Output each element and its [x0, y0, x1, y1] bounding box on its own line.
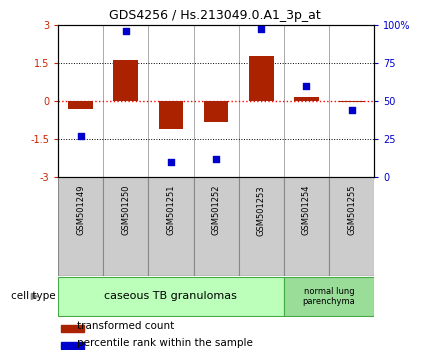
- Point: [258, 27, 265, 32]
- Point: [212, 156, 219, 161]
- Text: transformed count: transformed count: [77, 321, 174, 331]
- Bar: [294, 97, 319, 101]
- Point: [303, 83, 310, 88]
- Bar: [114, 60, 138, 101]
- FancyBboxPatch shape: [103, 177, 148, 276]
- FancyBboxPatch shape: [148, 177, 194, 276]
- Bar: [58, 277, 284, 316]
- FancyBboxPatch shape: [194, 177, 239, 276]
- Bar: [339, 101, 364, 102]
- Point: [168, 159, 175, 165]
- Text: GSM501251: GSM501251: [166, 185, 175, 235]
- Text: cell type: cell type: [11, 291, 55, 302]
- Bar: [249, 57, 273, 101]
- FancyBboxPatch shape: [284, 177, 329, 276]
- Text: GSM501249: GSM501249: [76, 185, 85, 235]
- Bar: [284, 277, 374, 316]
- Point: [122, 28, 129, 34]
- FancyBboxPatch shape: [58, 177, 103, 276]
- Bar: [68, 101, 93, 108]
- Bar: [61, 342, 84, 349]
- Point: [77, 133, 84, 139]
- Text: GSM501250: GSM501250: [121, 185, 130, 235]
- Text: GSM501254: GSM501254: [302, 185, 311, 235]
- Text: GSM501252: GSM501252: [212, 185, 221, 235]
- Text: GDS4256 / Hs.213049.0.A1_3p_at: GDS4256 / Hs.213049.0.A1_3p_at: [109, 9, 321, 22]
- Text: caseous TB granulomas: caseous TB granulomas: [104, 291, 237, 302]
- Text: GSM501253: GSM501253: [257, 185, 266, 235]
- Bar: [61, 325, 84, 332]
- Bar: [204, 101, 228, 122]
- Point: [348, 107, 355, 113]
- Text: normal lung
parenchyma: normal lung parenchyma: [303, 287, 355, 306]
- Bar: [159, 101, 183, 129]
- FancyBboxPatch shape: [329, 177, 374, 276]
- Text: percentile rank within the sample: percentile rank within the sample: [77, 338, 253, 348]
- Text: GSM501255: GSM501255: [347, 185, 356, 235]
- FancyBboxPatch shape: [239, 177, 284, 276]
